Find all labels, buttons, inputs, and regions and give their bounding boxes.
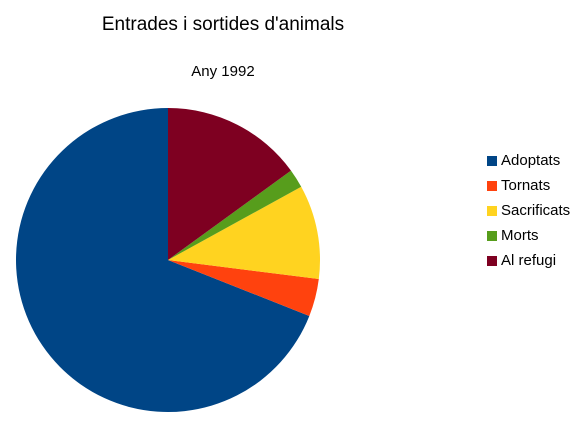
legend-label: Tornats	[501, 177, 550, 194]
chart-title: Entrades i sortides d'animals	[102, 14, 344, 35]
legend-swatch	[487, 206, 497, 216]
legend-label: Morts	[501, 227, 539, 244]
legend-label: Adoptats	[501, 152, 560, 169]
legend-swatch	[487, 256, 497, 266]
pie-slice	[16, 108, 310, 413]
legend-label: Sacrificats	[501, 202, 570, 219]
legend-swatch	[487, 231, 497, 241]
pie-slice	[168, 260, 319, 316]
chart-subtitle: Any 1992	[191, 63, 254, 80]
legend-label: Al refugi	[501, 252, 556, 269]
legend-swatch	[487, 181, 497, 191]
pie-slice	[168, 108, 291, 260]
pie-slice	[168, 186, 320, 280]
legend-swatch	[487, 156, 497, 166]
pie-slice	[168, 170, 302, 260]
